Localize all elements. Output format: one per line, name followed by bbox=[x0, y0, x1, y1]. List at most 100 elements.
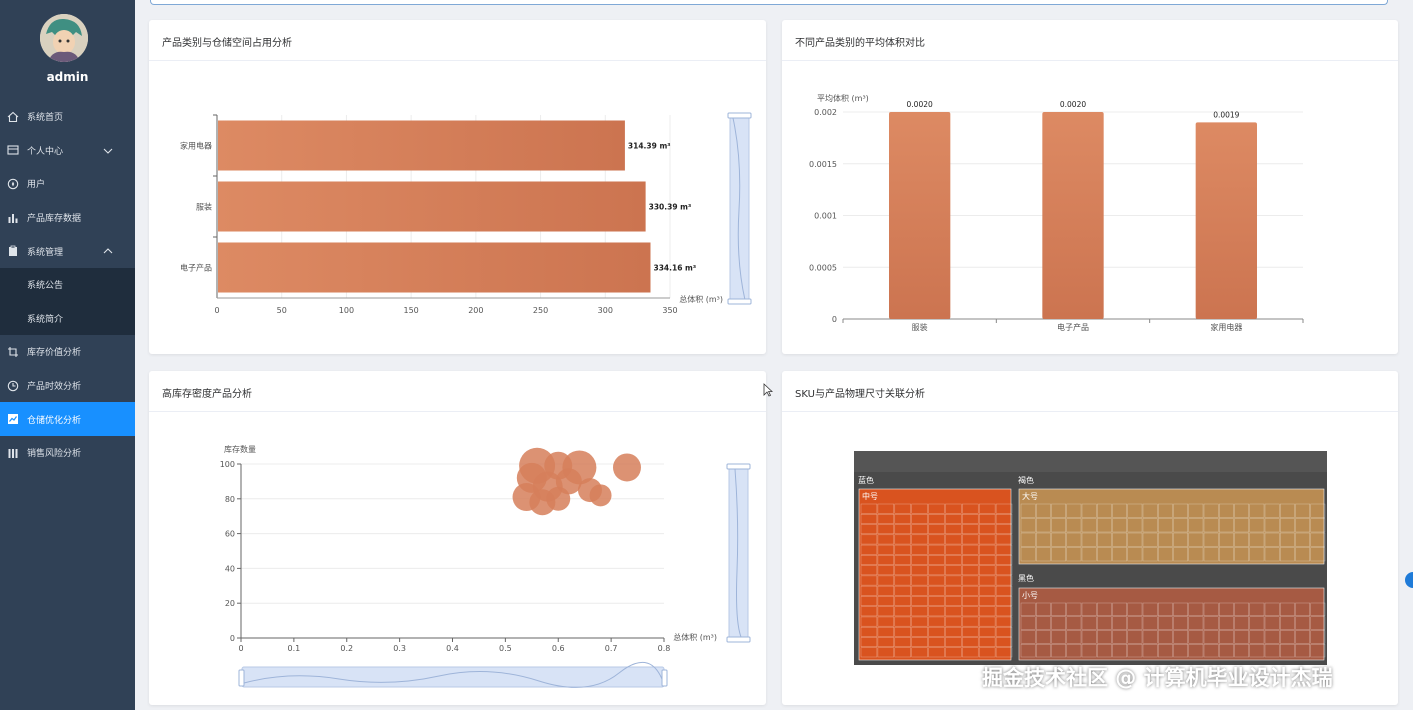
treemap-leaf bbox=[911, 606, 928, 617]
treemap-leaf bbox=[1173, 644, 1188, 658]
avatar[interactable] bbox=[40, 14, 88, 62]
treemap-leaf bbox=[962, 514, 979, 524]
treemap-leaf bbox=[1173, 602, 1188, 616]
treemap-leaf bbox=[1173, 630, 1188, 644]
treemap-leaf bbox=[1295, 547, 1310, 562]
treemap-leaf bbox=[1295, 630, 1310, 644]
treemap-leaf bbox=[928, 544, 945, 555]
treemap-leaf bbox=[1097, 547, 1112, 562]
treemap-leaf bbox=[1234, 518, 1249, 533]
treemap-leaf bbox=[995, 637, 1013, 647]
x-tick-label: 350 bbox=[662, 306, 677, 315]
sidebar-item-7[interactable]: 库存价值分析 bbox=[0, 335, 135, 369]
floating-action-icon[interactable] bbox=[1405, 572, 1413, 588]
treemap-leaf bbox=[1127, 547, 1143, 562]
treemap-leaf bbox=[894, 503, 911, 514]
sidebar-item-1[interactable]: 个人中心 bbox=[0, 134, 135, 168]
treemap-leaf bbox=[1203, 602, 1219, 616]
bar-data-label: 330.39 m³ bbox=[649, 203, 692, 212]
treemap-leaf bbox=[911, 637, 928, 647]
treemap-leaf bbox=[1020, 547, 1036, 562]
treemap-leaf bbox=[962, 647, 979, 658]
sidebar-item-2[interactable]: 用户 bbox=[0, 167, 135, 201]
x-tick-label: 0.6 bbox=[552, 644, 565, 653]
storage-space-bar-chart: 0 50 100 150 200 250 300 350 家用电器 314.39 m³ 服装 330.… bbox=[180, 112, 752, 315]
sidebar-item-10[interactable]: 销售风险分析 bbox=[0, 436, 135, 470]
treemap-leaf bbox=[1203, 532, 1219, 547]
treemap-leaf bbox=[894, 544, 911, 555]
treemap-leaf bbox=[1081, 518, 1097, 533]
x-tick-label: 250 bbox=[533, 306, 548, 315]
treemap-leaf bbox=[894, 626, 911, 637]
treemap-leaf bbox=[1020, 518, 1036, 533]
treemap-node-label: 中号 bbox=[862, 491, 878, 501]
treemap-leaf bbox=[1249, 602, 1265, 616]
sidebar-item-4[interactable]: 系统管理 bbox=[0, 234, 135, 268]
treemap-leaf bbox=[911, 503, 928, 514]
treemap-leaf bbox=[1158, 503, 1173, 518]
treemap-leaf bbox=[1264, 518, 1280, 533]
treemap-leaf bbox=[1127, 503, 1143, 518]
treemap-leaf bbox=[995, 616, 1013, 627]
treemap-leaf bbox=[1097, 616, 1112, 630]
treemap-leaf bbox=[1020, 616, 1036, 630]
treemap-leaf bbox=[877, 524, 895, 535]
treemap-leaf bbox=[894, 616, 911, 627]
treemap-leaf bbox=[962, 534, 979, 545]
treemap-leaf bbox=[877, 555, 895, 565]
card-avg-volume: 不同产品类别的平均体积对比 0 0.0005 0.001 0.0015 0.002 平均体… bbox=[782, 20, 1398, 354]
sidebar-item-3[interactable]: 产品库存数据 bbox=[0, 201, 135, 235]
treemap-leaf bbox=[995, 596, 1013, 606]
treemap-leaf bbox=[1066, 503, 1082, 518]
treemap-leaf bbox=[962, 626, 979, 637]
treemap-leaf bbox=[1112, 602, 1127, 616]
treemap-leaf bbox=[1264, 532, 1280, 547]
treemap-leaf bbox=[1158, 518, 1173, 533]
treemap-leaf bbox=[945, 555, 962, 565]
treemap-leaf bbox=[1188, 616, 1204, 630]
treemap-leaf bbox=[877, 575, 895, 586]
treemap-leaf bbox=[1295, 503, 1310, 518]
treemap-leaf bbox=[1051, 644, 1066, 658]
treemap-leaf bbox=[962, 616, 979, 627]
treemap-leaf bbox=[1249, 503, 1265, 518]
treemap-leaf bbox=[1188, 630, 1204, 644]
treemap-leaf bbox=[860, 503, 878, 514]
sidebar-item-0[interactable]: 系统首页 bbox=[0, 100, 135, 134]
y-tick-label: 60 bbox=[225, 530, 235, 539]
treemap-leaf bbox=[860, 637, 878, 647]
treemap-leaf bbox=[1280, 518, 1295, 533]
treemap-leaf bbox=[1219, 547, 1234, 562]
clock-icon bbox=[7, 380, 19, 392]
bar-2 bbox=[1195, 122, 1257, 319]
treemap-leaf bbox=[978, 616, 996, 627]
treemap-leaf bbox=[877, 514, 895, 524]
sidebar-item-label: 库存价值分析 bbox=[27, 348, 82, 359]
treemap-leaf bbox=[1249, 532, 1265, 547]
columns-icon bbox=[7, 447, 19, 459]
sidebar-item-label: 用户 bbox=[27, 180, 46, 191]
treemap-leaf bbox=[1295, 532, 1310, 547]
treemap-leaf bbox=[945, 626, 962, 637]
sidebar-item-5[interactable]: 系统公告 bbox=[0, 267, 135, 302]
sidebar-item-8[interactable]: 产品时效分析 bbox=[0, 369, 135, 403]
treemap-leaf bbox=[911, 647, 928, 658]
sidebar-item-6[interactable]: 系统简介 bbox=[0, 301, 135, 336]
sidebar-item-label: 仓储优化分析 bbox=[27, 415, 82, 426]
x-tick-label: 服装 bbox=[912, 322, 928, 332]
divider bbox=[782, 411, 1398, 412]
treemap-leaf bbox=[962, 503, 979, 514]
y-tick-label: 0.0005 bbox=[809, 263, 837, 272]
treemap-leaf bbox=[945, 565, 962, 576]
bar-1 bbox=[1042, 112, 1104, 319]
treemap-leaf bbox=[1173, 503, 1188, 518]
treemap-leaf bbox=[928, 565, 945, 576]
sidebar-item-label: 产品库存数据 bbox=[27, 214, 82, 225]
treemap-leaf bbox=[995, 606, 1013, 617]
treemap-leaf bbox=[1051, 630, 1066, 644]
treemap-leaf bbox=[1036, 630, 1051, 644]
sidebar-item-9[interactable]: 仓储优化分析 bbox=[0, 402, 135, 436]
treemap-node bbox=[1018, 587, 1325, 661]
treemap-leaf bbox=[877, 637, 895, 647]
treemap-leaf bbox=[978, 544, 996, 555]
